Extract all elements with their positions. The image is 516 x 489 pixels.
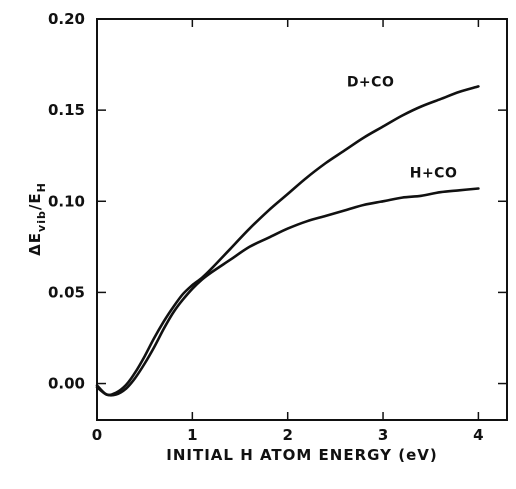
series-labels: D+CO H+CO <box>347 74 458 182</box>
x-tick-label: 0 <box>92 426 102 444</box>
y-axis-label-sub: vib <box>35 210 48 232</box>
y-tick-label: 0.00 <box>48 375 85 393</box>
x-tick-label: 4 <box>473 426 483 444</box>
x-tick-label: 1 <box>187 426 197 444</box>
series-lines <box>95 85 480 397</box>
y-tick-label: 0.10 <box>48 192 85 210</box>
x-tick-label: 2 <box>282 426 292 444</box>
y-axis-label-tail-sub: H <box>35 182 48 192</box>
series-label-h-co: H+CO <box>410 166 458 182</box>
y-axis-label: ΔEvib/EH <box>26 182 48 256</box>
x-tick-label: 3 <box>378 426 388 444</box>
plot-frame <box>96 18 508 421</box>
y-axis-ticks: 0.00 0.05 0.10 0.15 0.20 <box>48 10 507 393</box>
y-axis-label-tail: /E <box>26 192 44 210</box>
y-axis-label-main: ΔE <box>26 232 44 256</box>
series-line-d-co <box>95 85 480 397</box>
y-tick-label: 0.05 <box>48 283 85 301</box>
y-tick-label: 0.20 <box>48 10 85 28</box>
series-line-h-co <box>95 187 480 397</box>
y-tick-label: 0.15 <box>48 101 85 119</box>
x-axis-ticks: 0 1 2 3 4 <box>92 19 484 444</box>
x-axis-label: INITIAL H ATOM ENERGY (eV) <box>166 446 437 464</box>
series-label-d-co: D+CO <box>347 74 395 90</box>
